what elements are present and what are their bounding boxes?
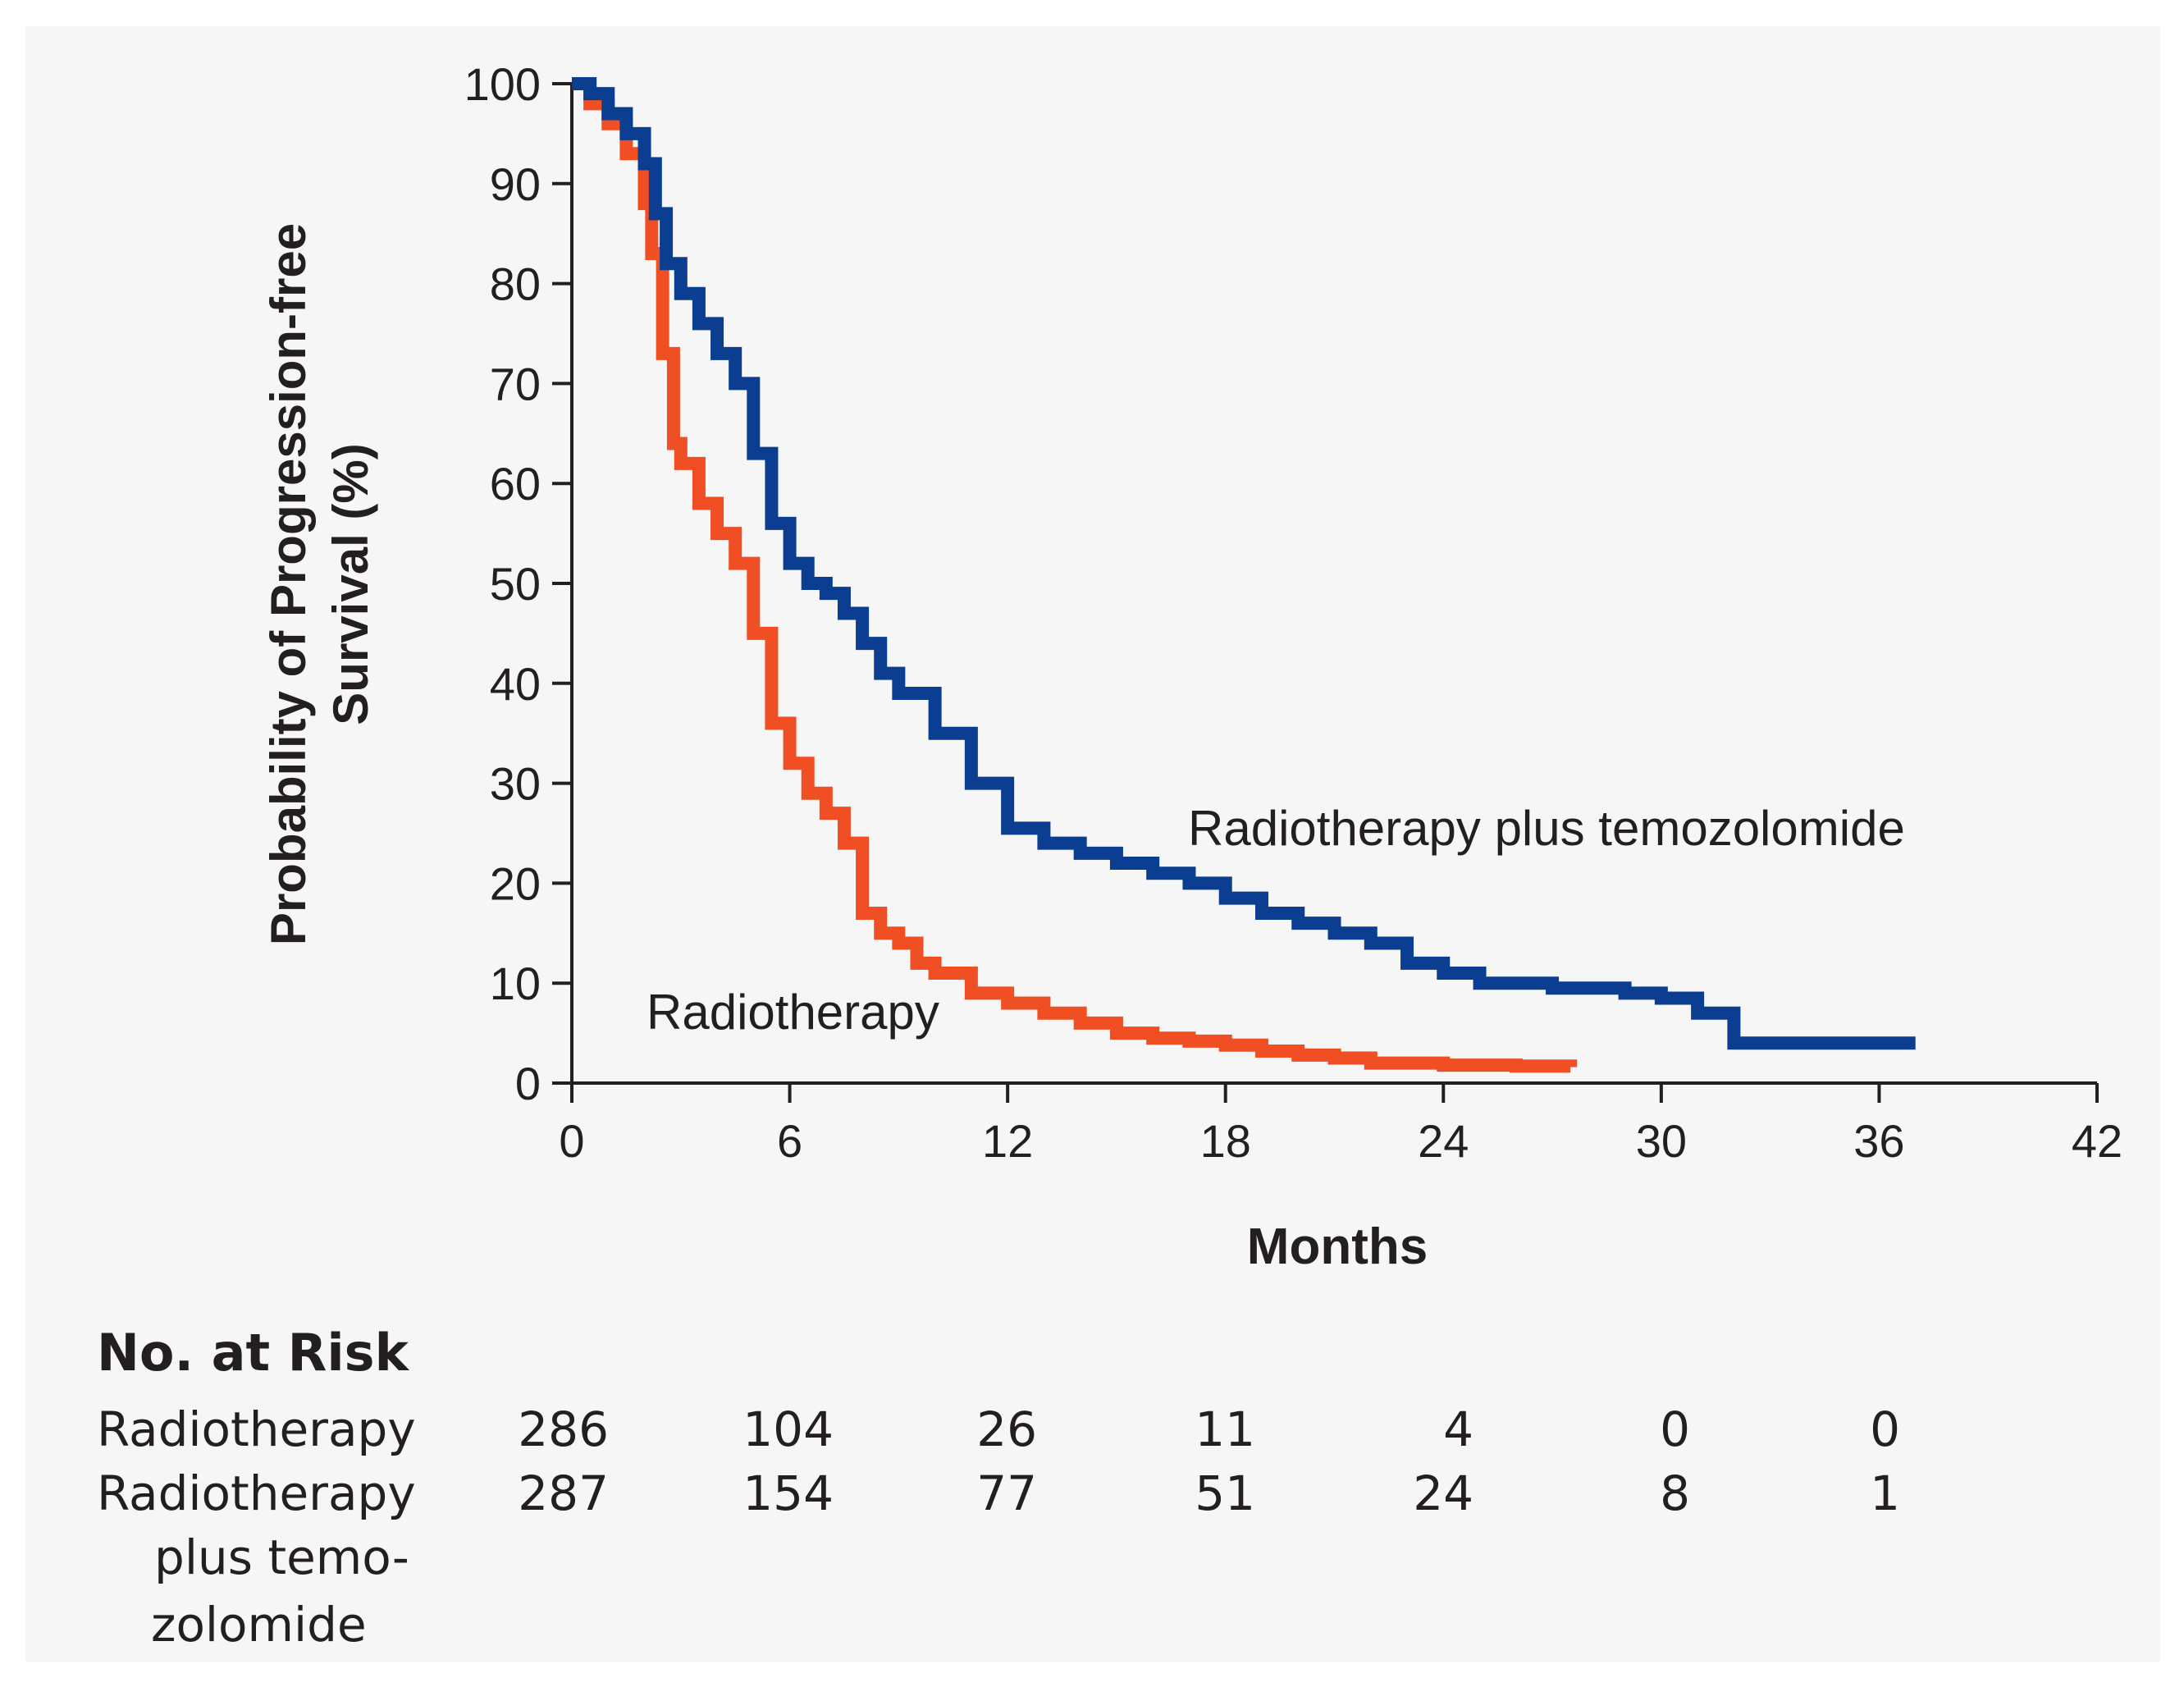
x-tick-label: 42 — [2072, 1115, 2122, 1167]
y-tick-label: 50 — [490, 558, 541, 610]
series-line-radiotherapy — [572, 77, 1578, 1073]
y-tick-label: 90 — [490, 158, 541, 210]
y-tick-label: 10 — [490, 958, 541, 1009]
x-tick-label: 30 — [1636, 1115, 1687, 1167]
series-line-radiotherapy-plus-temozolomide — [572, 77, 1916, 1050]
y-tick-label: 40 — [490, 658, 541, 710]
y-tick-label: 60 — [490, 458, 541, 510]
y-tick-label: 20 — [490, 857, 541, 909]
y-tick-label: 100 — [464, 58, 541, 110]
chart-axes: 0 10 20 30 40 50 60 70 80 90 100 0 6 12 18 24 30 36 42 — [464, 58, 2123, 1167]
x-tick-label: 12 — [982, 1115, 1033, 1167]
y-axis-label-line2: Survival (%) — [323, 443, 378, 725]
x-tick-label: 18 — [1200, 1115, 1251, 1167]
y-tick-label: 70 — [490, 358, 541, 409]
x-tick-label: 24 — [1418, 1115, 1469, 1167]
x-tick-label: 36 — [1853, 1115, 1904, 1167]
y-tick-label: 0 — [515, 1058, 541, 1109]
y-tick-label: 30 — [490, 758, 541, 810]
y-axis-label-line1: Probability of Progression-free — [261, 223, 316, 945]
x-axis-label: Months — [1247, 1218, 1428, 1275]
figure-panel — [25, 26, 2160, 1662]
x-tick-label: 6 — [777, 1115, 802, 1167]
x-tick-label: 0 — [559, 1115, 584, 1167]
series-label-radiotherapy: Radiotherapy — [647, 985, 939, 1040]
series-label-radiotherapy-plus-temozolomide: Radiotherapy plus temozolomide — [1188, 801, 1905, 856]
series-layer — [572, 77, 1916, 1073]
y-tick-label: 80 — [490, 258, 541, 310]
